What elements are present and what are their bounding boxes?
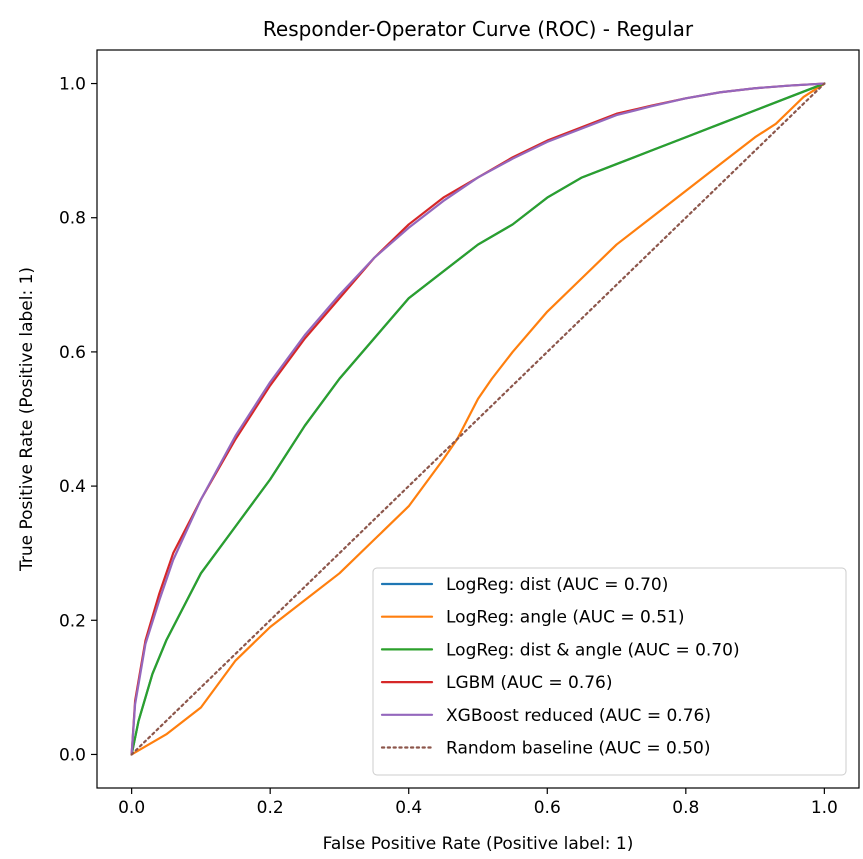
x-tick-label: 0.0 (118, 798, 145, 818)
series-line-5 (130, 82, 826, 756)
x-axis-ticks: 0.0 0.2 0.4 0.6 0.8 1.0 (118, 788, 838, 818)
chart-title: Responder-Operator Curve (ROC) - Regular (263, 17, 694, 41)
y-axis-label: True Positive Rate (Positive label: 1) (17, 267, 37, 572)
y-tick-label: 0.2 (59, 611, 86, 631)
x-tick-label: 0.6 (534, 798, 561, 818)
series-line-1 (130, 82, 826, 756)
y-tick-label: 0.8 (59, 209, 86, 229)
plot-area (96, 49, 860, 789)
x-axis-label: False Positive Rate (Positive label: 1) (323, 834, 634, 854)
legend-label: Random baseline (AUC = 0.50) (446, 739, 711, 759)
y-tick-label: 0.4 (59, 477, 86, 497)
series-line-4 (130, 82, 826, 756)
x-tick-label: 1.0 (811, 798, 838, 818)
legend-label: LogReg: angle (AUC = 0.51) (446, 608, 684, 628)
x-tick-label: 0.2 (257, 798, 284, 818)
y-tick-label: 0.6 (59, 343, 86, 363)
y-tick-label: 1.0 (59, 75, 86, 95)
legend-box (372, 567, 847, 776)
axes-frame (96, 49, 860, 789)
series-line-2 (130, 82, 826, 756)
legend-label: LGBM (AUC = 0.76) (446, 673, 613, 693)
legend-label: LogReg: dist (AUC = 0.70) (446, 575, 668, 595)
x-tick-label: 0.4 (395, 798, 422, 818)
y-axis-ticks: 0.0 0.2 0.4 0.6 0.8 1.0 (59, 75, 97, 765)
legend: LogReg: dist (AUC = 0.70) LogReg: angle (… (372, 567, 847, 776)
legend-label: LogReg: dist & angle (AUC = 0.70) (446, 640, 740, 660)
x-tick-label: 0.8 (672, 798, 699, 818)
y-tick-label: 0.0 (59, 745, 86, 765)
legend-label: XGBoost reduced (AUC = 0.76) (446, 706, 711, 726)
